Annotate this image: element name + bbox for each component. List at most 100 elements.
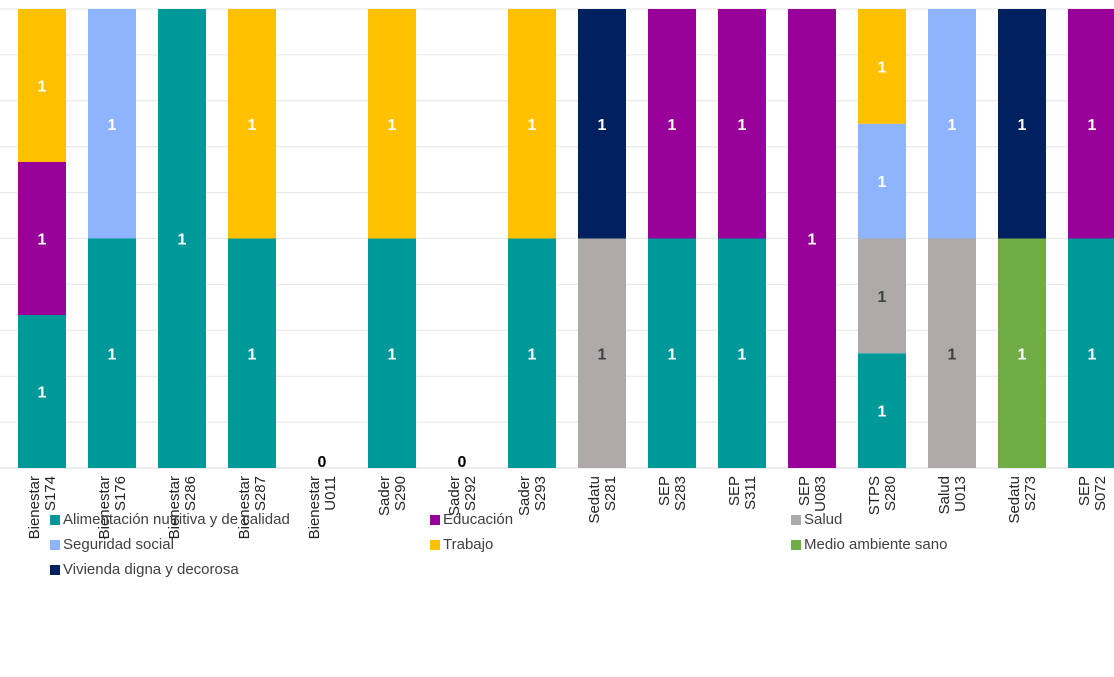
category-label-line: S072 <box>1092 476 1109 511</box>
bar-segments <box>18 9 1114 468</box>
bar-segment <box>228 238 276 468</box>
bar-segment <box>228 9 276 239</box>
category-label: SEP S283 <box>656 476 689 511</box>
category-label: Sader S290 <box>376 476 409 516</box>
category-label-line: U011 <box>322 476 339 511</box>
category-label-line: S286 <box>182 476 199 511</box>
bar-segment <box>508 9 556 239</box>
data-label: 1 <box>1088 117 1097 134</box>
bar-segment <box>368 9 416 239</box>
bar-segment <box>18 315 66 468</box>
legend-label: Salud <box>804 511 843 528</box>
data-label: 1 <box>948 346 957 363</box>
category-label: SEP S072 <box>1076 476 1109 511</box>
bar-segment <box>648 238 696 468</box>
category-label-line: S311 <box>742 476 759 510</box>
legend-label: Vivienda digna y decorosa <box>63 561 239 578</box>
bar-segment <box>578 9 626 239</box>
category-label-line: S292 <box>462 476 479 511</box>
bar-segment <box>718 9 766 239</box>
legend-item: Vivienda digna y decorosa <box>50 561 239 578</box>
category-label-line: S293 <box>532 476 549 511</box>
legend-label: Educación <box>443 511 514 528</box>
category-label-line: Sader <box>376 476 393 516</box>
category-label-line: S176 <box>112 476 129 511</box>
category-label-line: S290 <box>392 476 409 511</box>
category-label: Sader S292 <box>446 476 479 516</box>
category-label-line: SEP <box>796 476 813 506</box>
category-label-line: SEP <box>1076 476 1093 506</box>
data-label: 1 <box>738 346 747 363</box>
category-label: Sedatu S273 <box>1006 476 1039 524</box>
data-label: 1 <box>388 346 397 363</box>
data-label: 1 <box>108 346 117 363</box>
data-label: 1 <box>38 232 47 249</box>
bar-segment <box>858 238 906 354</box>
data-label: 1 <box>38 79 47 96</box>
legend-item: Educación <box>430 511 513 528</box>
legend-label: Seguridad social <box>63 536 174 553</box>
data-label: 1 <box>808 232 817 249</box>
data-label: 1 <box>598 346 607 363</box>
category-label: Bienestar S174 <box>26 476 59 539</box>
bar-segment <box>648 9 696 239</box>
category-label-line: S281 <box>602 476 619 511</box>
legend-label: Alimentación nutritiva y de calidad <box>63 511 290 528</box>
segment-labels: 1 1 1 1 1 1 1 1 0 1 1 0 1 1 1 1 1 1 1 1 1 1 1 1 1 1 1 1 1 1 1 <box>38 59 1097 471</box>
category-label-line: S280 <box>882 476 899 511</box>
data-label: 1 <box>948 117 957 134</box>
bar-segment <box>88 238 136 468</box>
data-label: 1 <box>248 346 257 363</box>
category-label: Bienestar S176 <box>96 476 129 539</box>
legend-item: Seguridad social <box>50 536 174 553</box>
category-label-line: Sader <box>446 476 463 516</box>
bar-segment <box>858 353 906 468</box>
legend-label: Medio ambiente sano <box>804 536 948 553</box>
data-label: 1 <box>878 174 887 191</box>
category-label: SEP U083 <box>796 476 829 512</box>
category-label-line: Bienestar <box>236 476 253 539</box>
data-label-zero: 0 <box>318 454 327 471</box>
category-label-line: U013 <box>952 476 969 512</box>
data-label: 1 <box>1088 346 1097 363</box>
data-label: 1 <box>878 59 887 76</box>
category-label: STPS S280 <box>866 476 899 515</box>
bar-segment <box>858 9 906 124</box>
data-label: 1 <box>878 404 887 421</box>
category-label-line: S287 <box>252 476 269 511</box>
category-label-line: Salud <box>936 476 953 514</box>
bar-segment <box>158 9 206 468</box>
data-label: 1 <box>668 346 677 363</box>
data-label: 1 <box>878 289 887 306</box>
legend-item: Alimentación nutritiva y de calidad <box>50 511 290 528</box>
category-label-line: U083 <box>812 476 829 512</box>
category-label-line: Sedatu <box>1006 476 1023 524</box>
legend-swatch <box>50 539 60 550</box>
category-label-line: Bienestar <box>96 476 113 539</box>
bar-segment <box>88 9 136 239</box>
data-label: 1 <box>388 117 397 134</box>
data-label: 1 <box>178 232 187 249</box>
category-label-line: Bienestar <box>26 476 43 539</box>
data-label: 1 <box>1018 346 1027 363</box>
category-label-line: S273 <box>1022 476 1039 511</box>
bar-segment <box>508 238 556 468</box>
legend-item: Trabajo <box>430 536 493 553</box>
data-label: 1 <box>38 385 47 402</box>
bar-segment <box>858 123 906 239</box>
data-label-zero: 0 <box>458 454 467 471</box>
bar-segment <box>18 162 66 315</box>
category-label: Bienestar S286 <box>166 476 199 539</box>
data-label: 1 <box>668 117 677 134</box>
bar-segment <box>368 238 416 468</box>
data-label: 1 <box>1018 117 1027 134</box>
category-label: Bienestar S287 <box>236 476 269 539</box>
category-label: Bienestar U011 <box>306 476 339 539</box>
legend-swatch <box>791 514 801 525</box>
legend-swatch <box>50 564 60 575</box>
data-label: 1 <box>108 117 117 134</box>
legend-item: Salud <box>791 511 842 528</box>
bar-segment <box>18 9 66 162</box>
category-label-line: S283 <box>672 476 689 511</box>
